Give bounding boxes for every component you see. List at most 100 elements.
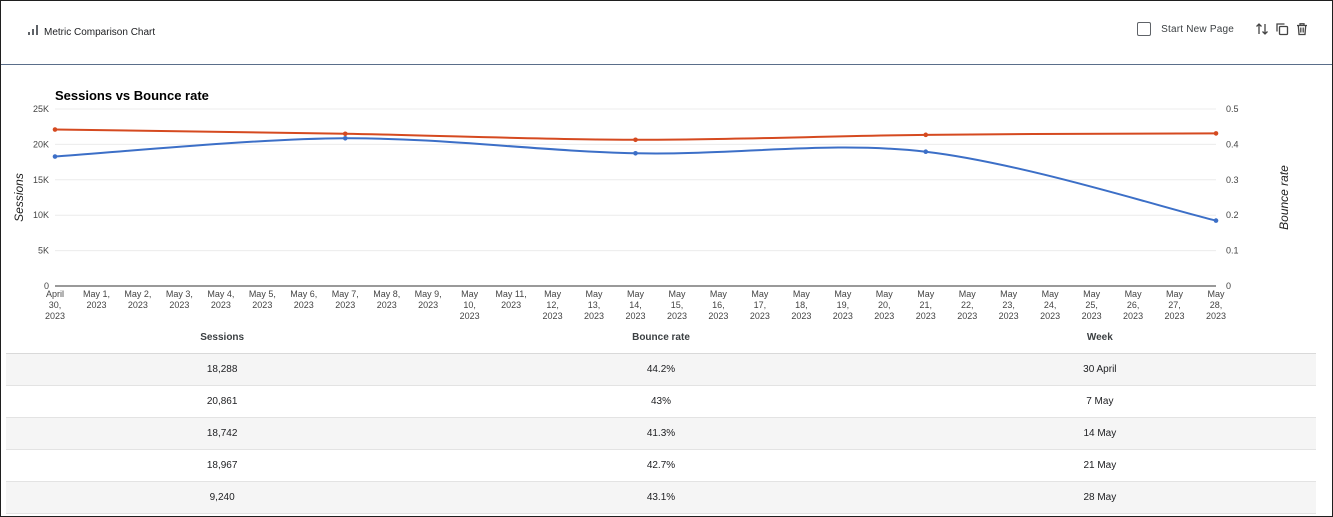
x-tick-label-line: 2023 <box>211 300 231 310</box>
x-tick-label-line: 2023 <box>45 311 65 321</box>
copy-icon[interactable] <box>1274 21 1290 37</box>
y2-tick-label: 0.4 <box>1226 139 1239 149</box>
data-point[interactable] <box>1213 218 1219 223</box>
x-tick-label: May 5,2023 <box>249 289 276 310</box>
table-cell: 44.2% <box>438 353 884 386</box>
x-tick-label-line: 2023 <box>377 300 397 310</box>
x-tick-label-line: 2023 <box>708 311 728 321</box>
x-tick-label-line: May <box>1000 289 1018 299</box>
x-tick-label-line: May <box>1207 289 1225 299</box>
data-point[interactable] <box>633 137 638 143</box>
x-tick-label-line: May <box>793 289 811 299</box>
x-tick-label-line: May <box>627 289 645 299</box>
x-tick-label-line: 2023 <box>999 311 1019 321</box>
panel-title-text: Metric Comparison Chart <box>44 26 156 38</box>
column-header-week[interactable]: Week <box>883 322 1316 354</box>
x-tick-label-line: 2023 <box>252 300 272 310</box>
table-row: 18,967 42.7% 21 May <box>6 449 1316 482</box>
table-cell: 41.3% <box>438 417 884 450</box>
table-row: 18,742 41.3% 14 May <box>6 417 1316 450</box>
bar-chart-icon <box>27 23 39 41</box>
data-point[interactable] <box>923 132 929 138</box>
x-tick-label-line: 2023 <box>1206 311 1226 321</box>
x-tick-label-line: May <box>959 289 977 299</box>
x-tick-label-line: 2023 <box>501 300 521 310</box>
data-point[interactable] <box>342 131 348 137</box>
table-cell: 20,861 <box>6 385 439 418</box>
x-tick-label-line: 24, <box>1044 300 1057 310</box>
x-tick-label-line: 28, <box>1210 300 1223 310</box>
y2-tick-label: 0.5 <box>1226 104 1239 114</box>
x-tick-label-line: 17, <box>754 300 767 310</box>
data-point[interactable] <box>342 136 348 141</box>
x-tick-label-line: 2023 <box>169 300 189 310</box>
x-tick-label-line: 2023 <box>791 311 811 321</box>
x-tick-label-line: 2023 <box>128 300 148 310</box>
x-tick-label-line: 2023 <box>916 311 936 321</box>
x-tick-label-line: May <box>710 289 728 299</box>
x-tick-label: May 4,2023 <box>207 289 234 310</box>
data-point[interactable] <box>923 149 929 155</box>
data-point[interactable] <box>633 151 638 156</box>
x-tick-label-line: 2023 <box>1040 311 1060 321</box>
x-tick-label-line: May 11, <box>495 289 526 299</box>
x-tick-label-line: May 6, <box>290 289 317 299</box>
x-tick-label: May 3,2023 <box>166 289 193 310</box>
x-tick-label-line: 13, <box>588 300 601 310</box>
column-header-sessions[interactable]: Sessions <box>6 322 439 354</box>
table-row: 20,861 43% 7 May <box>6 385 1316 418</box>
x-tick-label-line: May <box>834 289 852 299</box>
x-tick-label-line: May 1, <box>83 289 110 299</box>
x-tick-label-line: 2023 <box>833 311 853 321</box>
x-tick-label-line: 2023 <box>874 311 894 321</box>
x-tick-label-line: May 4, <box>207 289 234 299</box>
column-header-bounce-rate[interactable]: Bounce rate <box>438 322 884 354</box>
table-cell: 9,240 <box>6 481 439 514</box>
delete-icon[interactable] <box>1294 21 1310 37</box>
x-tick-label-line: 26, <box>1127 300 1140 310</box>
x-tick-label-line: 15, <box>671 300 684 310</box>
x-tick-label-line: 2023 <box>667 311 687 321</box>
x-tick-label: May 2,2023 <box>124 289 151 310</box>
data-table: Sessions Bounce rate Week 18,288 44.2% 30 … <box>6 322 1316 514</box>
x-tick-label-line: May <box>1042 289 1060 299</box>
sort-icon[interactable] <box>1254 21 1270 37</box>
x-tick-label-line: May 7, <box>332 289 359 299</box>
x-tick-label-line: 2023 <box>625 311 645 321</box>
x-tick-label-line: 2023 <box>86 300 106 310</box>
x-tick-label-line: 2023 <box>1165 311 1185 321</box>
x-tick-label-line: 2023 <box>460 311 480 321</box>
x-tick-label-line: 16, <box>712 300 725 310</box>
x-tick-label-line: 12, <box>546 300 559 310</box>
x-tick-label-line: 14, <box>629 300 642 310</box>
y-tick-label: 5K <box>38 246 49 256</box>
y2-tick-label: 0.3 <box>1226 175 1239 185</box>
table-cell: 18,288 <box>6 353 439 386</box>
start-new-page-checkbox[interactable] <box>1137 22 1152 36</box>
panel-title: Metric Comparison Chart <box>27 23 155 41</box>
start-new-page-label: Start New Page <box>1161 23 1234 35</box>
y2-tick-label: 0.1 <box>1226 246 1239 256</box>
table-cell: 18,742 <box>6 417 439 450</box>
data-point[interactable] <box>52 154 58 159</box>
y-tick-label: 15K <box>33 175 49 185</box>
x-tick-label-line: May <box>544 289 562 299</box>
x-tick-label: May 11,2023 <box>495 289 526 310</box>
x-tick-label-line: 25, <box>1085 300 1098 310</box>
data-point[interactable] <box>52 127 58 132</box>
data-point[interactable] <box>1213 131 1219 136</box>
x-tick-label-line: May <box>1166 289 1184 299</box>
y-axis-label: Sessions <box>12 173 26 222</box>
x-tick-label-line: 2023 <box>294 300 314 310</box>
x-tick-label-line: 27, <box>1168 300 1181 310</box>
